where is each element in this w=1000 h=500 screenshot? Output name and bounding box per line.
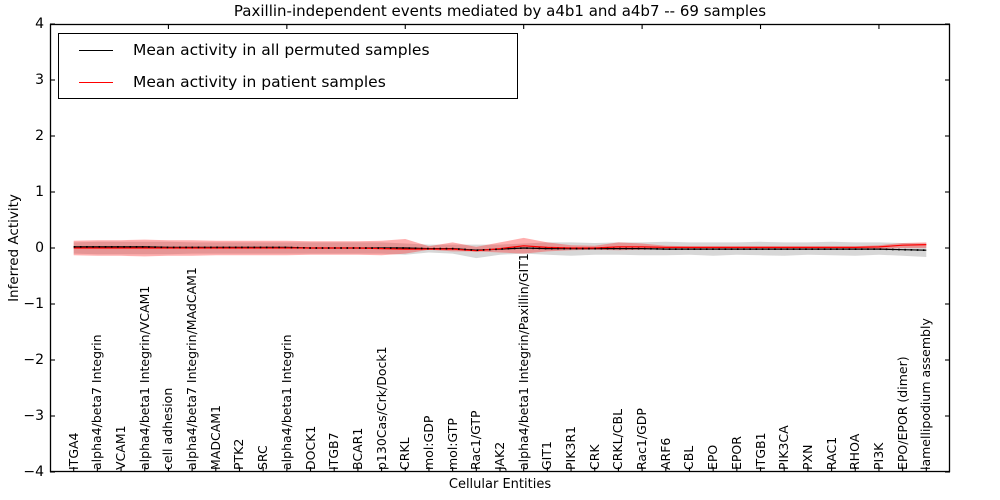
y-tick-label: 2 <box>35 128 44 144</box>
x-tick-label: mol:GDP <box>420 415 436 470</box>
x-tick-label: SRC <box>255 445 271 470</box>
x-tick-label: ITGB1 <box>752 432 768 470</box>
x-tick-label: CRKL/CBL <box>610 408 626 470</box>
x-tick-label: RAC1 <box>823 436 839 470</box>
x-tick-label: alpha4/beta7 Integrin/MAdCAM1 <box>184 267 200 470</box>
x-tick-label: ARF6 <box>657 437 673 470</box>
band-patient-samples-range <box>73 237 927 257</box>
legend-item-patient: Mean activity in patient samples <box>59 73 517 91</box>
y-tick-label: −3 <box>23 408 44 424</box>
x-tick-label: JAK2 <box>492 441 507 470</box>
x-tick-label: ITGB7 <box>326 432 342 470</box>
patient-mean-line <box>73 244 927 252</box>
x-tick-label: alpha4/beta7 Integrin <box>89 334 105 470</box>
x-tick-label: MADCAM1 <box>207 405 223 470</box>
x-tick-label: GIT1 <box>539 441 555 470</box>
x-tick-label: alpha4/beta1 Integrin/VCAM1 <box>136 285 152 470</box>
x-tick-label: mol:GTP <box>444 418 460 470</box>
permuted-line-sample-icon <box>79 49 113 51</box>
x-tick-label: cell adhesion <box>160 387 176 470</box>
legend: Mean activity in all permuted samples Me… <box>58 33 518 99</box>
band-permuted-samples-range <box>73 241 927 259</box>
x-tick-label: p130Cas/Crk/Dock1 <box>373 346 389 470</box>
x-tick-label: EPO <box>705 444 721 470</box>
x-tick-label: PI3K <box>870 442 886 470</box>
x-tick-label: CRK <box>586 444 602 470</box>
x-tick-label: PTK2 <box>231 438 247 470</box>
x-tick-label: BCAR1 <box>349 427 365 470</box>
x-tick-label: VCAM1 <box>113 425 129 470</box>
legend-label: Mean activity in all permuted samples <box>133 41 430 59</box>
legend-label: Mean activity in patient samples <box>133 73 386 91</box>
x-tick-label: lamellipodium assembly <box>918 318 934 470</box>
patient-line-sample-icon <box>79 81 113 83</box>
x-axis-label: Cellular Entities <box>448 477 552 492</box>
x-tick-label: Rac1/GTP <box>468 410 484 470</box>
x-tick-label: EPO/EPOR (dimer) <box>894 356 910 470</box>
x-tick-label: CBL <box>681 445 697 470</box>
x-tick-label: PIK3R1 <box>563 425 579 470</box>
y-tick-label: −2 <box>23 352 44 368</box>
x-tick-label: ITGA4 <box>65 432 81 470</box>
y-axis-label: Inferred Activity <box>6 194 22 302</box>
y-tick-label: −4 <box>23 464 44 480</box>
x-tick-label: alpha4/beta1 Integrin/Paxillin/GIT1 <box>515 253 531 470</box>
chart-title: Paxillin-independent events mediated by … <box>233 2 767 20</box>
y-tick-label: 4 <box>35 16 44 32</box>
y-tick-label: 3 <box>35 72 44 88</box>
x-tick-label: PIK3CA <box>776 425 792 470</box>
x-tick-label: CRKL <box>397 437 413 470</box>
x-tick-label: Rac1/GDP <box>634 408 650 470</box>
x-tick-label: EPOR <box>728 436 744 470</box>
y-tick-label: −1 <box>23 296 44 312</box>
x-tick-label: PXN <box>799 444 815 470</box>
legend-item-permuted: Mean activity in all permuted samples <box>59 41 517 59</box>
x-tick-label: alpha4/beta1 Integrin <box>278 334 294 470</box>
x-tick-label: RHOA <box>847 433 863 470</box>
y-tick-label: 0 <box>35 240 44 256</box>
x-tick-label: DOCK1 <box>302 425 318 470</box>
y-tick-label: 1 <box>35 184 44 200</box>
